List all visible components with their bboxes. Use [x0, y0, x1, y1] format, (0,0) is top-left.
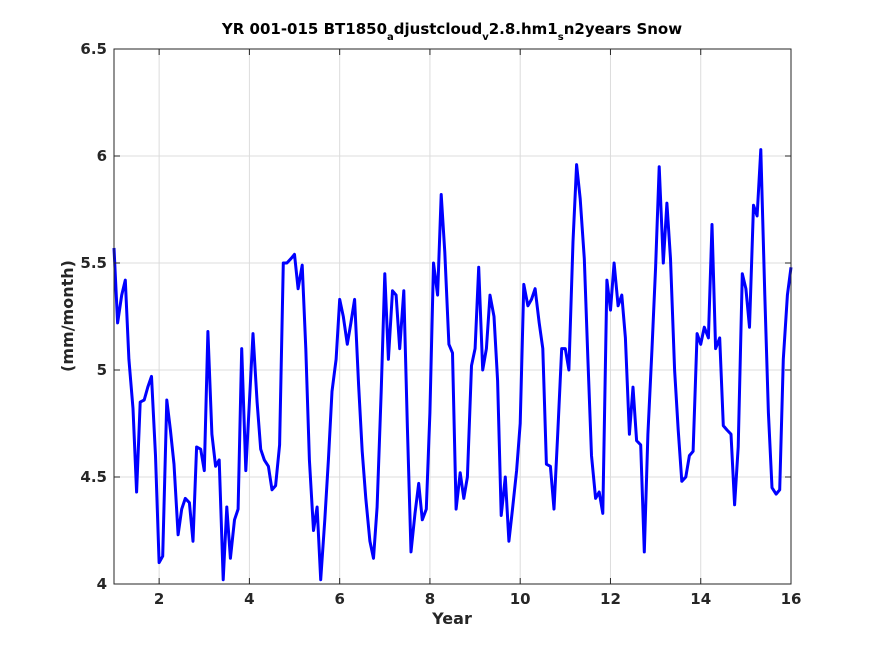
x-tick-label: 14: [690, 590, 711, 608]
title-segment: n2years Snow: [564, 20, 683, 38]
title-subscript: a: [387, 32, 394, 43]
y-tick-label: 4: [97, 575, 107, 593]
y-tick-label: 4.5: [80, 468, 107, 486]
x-tick-label: 4: [244, 590, 254, 608]
x-tick-label: 2: [154, 590, 164, 608]
y-tick-label: 5: [97, 361, 107, 379]
plot-border: [113, 48, 792, 585]
x-tick-label: 6: [334, 590, 344, 608]
ticks: [114, 48, 792, 585]
title-subscript: s: [558, 32, 564, 43]
y-tick-label: 6.5: [80, 40, 107, 58]
series-group: [112, 148, 793, 582]
x-tick-label: 16: [781, 590, 802, 608]
series-line: [112, 148, 793, 582]
chart-title: YR 001-015 BT1850adjustcloudv2.8.hm1sn2y…: [221, 20, 682, 43]
x-tick-label: 8: [425, 590, 435, 608]
title-segment: 2.8.hm1: [489, 20, 558, 38]
y-tick-label: 6: [97, 147, 107, 165]
x-axis-label: Year: [431, 609, 472, 628]
x-tick-label: 12: [600, 590, 621, 608]
title-subscript: v: [482, 32, 489, 43]
plot-area: [114, 49, 791, 584]
x-tick-label: 10: [510, 590, 531, 608]
x-tick-labels: 2 4 6 8 10 12 14 16: [154, 590, 802, 608]
y-tick-label: 5.5: [80, 254, 107, 272]
title-segment: djustcloud: [394, 20, 482, 38]
title-segment: YR 001-015 BT1850: [221, 20, 387, 38]
y-tick-labels: 4 4.5 5 5.5 6 6.5: [80, 40, 107, 593]
y-axis-label: (mm/month): [58, 260, 77, 372]
